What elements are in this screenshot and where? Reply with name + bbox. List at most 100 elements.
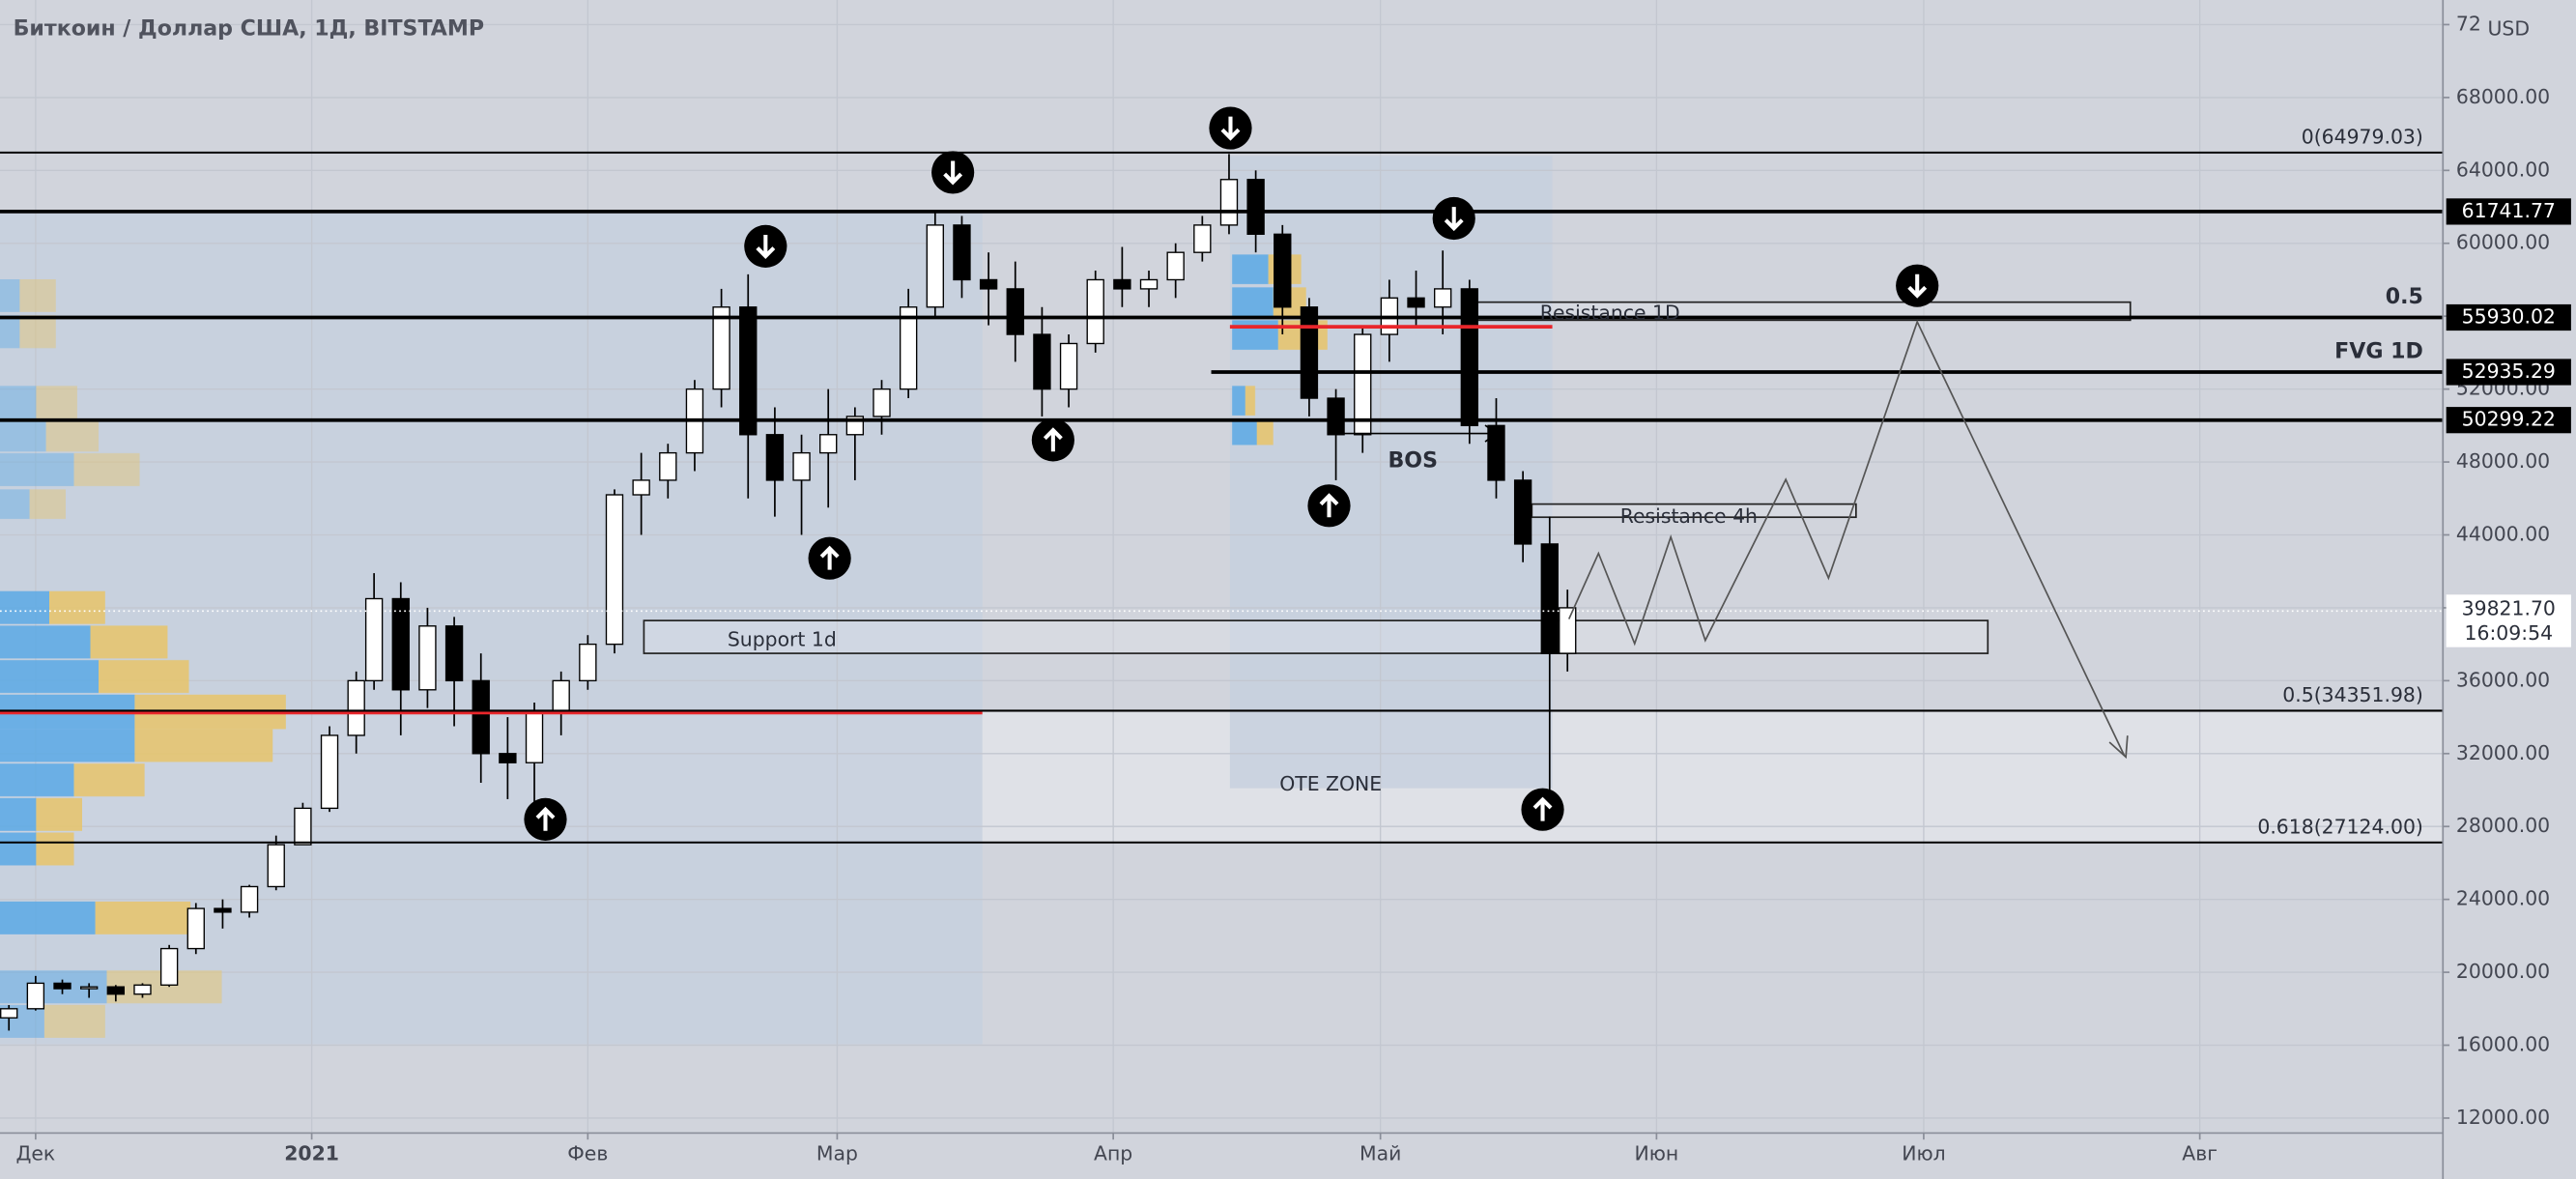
y-tick-label: 20000.00 <box>2456 960 2550 983</box>
pivot-arrow <box>1907 273 1928 299</box>
candle-body <box>953 224 971 281</box>
pivot-arrow <box>756 234 776 259</box>
candle-body <box>1354 333 1372 436</box>
candle-body <box>1407 297 1425 308</box>
candle-body <box>499 753 517 763</box>
candle-body <box>1300 306 1319 399</box>
candle-body <box>632 479 650 496</box>
price-tag <box>2446 303 2571 331</box>
price-tag <box>2446 407 2571 434</box>
zone-label: Resistance 1D <box>1540 302 1680 325</box>
candle-body <box>0 1008 18 1019</box>
pivot-arrow <box>1220 116 1241 141</box>
last-price-label: 39821.70 <box>2462 597 2556 620</box>
x-tick-label: Июл <box>1902 1142 1945 1165</box>
candle-body <box>444 625 464 682</box>
candle-body <box>53 982 72 990</box>
price-tag <box>2446 359 2571 386</box>
pivot-arrow <box>819 545 840 570</box>
pivot-arrow <box>1319 493 1339 518</box>
candle-body <box>659 451 677 481</box>
candle-body <box>873 388 891 417</box>
price-tag-label: 61741.77 <box>2462 199 2556 222</box>
time-axis <box>0 1133 2444 1179</box>
x-tick-label: Мар <box>816 1142 858 1165</box>
level-note: FVG 1D <box>2334 339 2423 364</box>
pivot-arrow <box>1043 427 1063 452</box>
pivot-arrow <box>943 160 963 186</box>
candle-body <box>1559 607 1577 654</box>
x-tick-label: Апр <box>1094 1142 1132 1165</box>
zone <box>1531 503 1857 519</box>
y-tick-label: 16000.00 <box>2456 1033 2550 1056</box>
y-tick-label: 48000.00 <box>2456 449 2550 473</box>
zone <box>643 619 1989 654</box>
candle-body <box>1487 424 1505 481</box>
candle-body <box>364 597 384 682</box>
y-tick-label: 28000.00 <box>2456 814 2550 837</box>
candle-body <box>133 984 152 995</box>
candle-body <box>1460 288 1479 427</box>
candle-body <box>579 643 597 682</box>
candle-body <box>106 986 126 995</box>
candle-body <box>240 885 259 913</box>
level-note: 0.5 <box>2386 284 2423 309</box>
candle-body <box>1327 397 1345 436</box>
x-tick-label: Май <box>1360 1142 1401 1165</box>
level-label: 0(64979.03) <box>2302 126 2423 149</box>
y-tick-label: 72 <box>2456 12 2481 35</box>
candle-body <box>1540 543 1559 654</box>
candle-body <box>391 597 410 691</box>
candle-body <box>1113 278 1131 290</box>
plot-over: 0(64979.03) 0.5 FVG 1D 0.5(34351.98) 0.618(2… <box>0 126 2444 1031</box>
price-tag <box>2446 198 2571 225</box>
candle-body <box>1006 288 1024 335</box>
candle-body <box>418 625 437 691</box>
last-price-tag <box>2446 594 2571 647</box>
y-tick-label: 44000.00 <box>2456 522 2550 545</box>
y-tick-label: 32000.00 <box>2456 741 2550 764</box>
ote-label: OTE ZONE <box>1279 772 1382 795</box>
level-label: 0.618(27124.00) <box>2257 815 2423 838</box>
y-tick-label: 68000.00 <box>2456 85 2550 108</box>
x-tick-label: 2021 <box>284 1142 339 1165</box>
candle-body <box>525 712 544 763</box>
candle-body <box>1166 251 1185 281</box>
candle-body <box>267 844 285 888</box>
candle-body <box>926 224 944 308</box>
pivot-arrow <box>1532 796 1553 821</box>
y-tick-label: 64000.00 <box>2456 158 2550 181</box>
pivot-arrow <box>535 806 556 831</box>
x-tick-label: Июн <box>1635 1142 1679 1165</box>
candle-body <box>1139 278 1159 290</box>
bos-arrowhead <box>1484 424 1499 443</box>
candle-body <box>712 306 730 390</box>
candle-body <box>792 451 811 481</box>
candle-body <box>347 679 365 736</box>
zone-label: Resistance 4h <box>1620 504 1758 528</box>
currency: USD <box>2488 17 2531 41</box>
candle-body <box>1274 233 1292 308</box>
candle-body <box>294 807 312 846</box>
x-tick-label: Дек <box>15 1142 55 1165</box>
candle-body <box>1434 288 1452 308</box>
candle-body <box>739 306 758 436</box>
y-tick-label: 36000.00 <box>2456 668 2550 691</box>
candle-body <box>765 434 785 481</box>
x-tick-label: Авг <box>2182 1142 2218 1165</box>
candle-body <box>1246 179 1265 236</box>
candle-body <box>79 986 99 990</box>
candle-body <box>979 278 998 290</box>
pivot-arrow <box>1444 207 1464 232</box>
projection-path <box>1567 319 2126 756</box>
candle-body <box>1513 479 1532 545</box>
plot-under <box>0 0 2444 1134</box>
countdown-label: 16:09:54 <box>2465 621 2554 645</box>
price-tag-label: 50299.22 <box>2462 408 2556 431</box>
y-tick-label: 24000.00 <box>2456 887 2550 910</box>
x-tick-label: Фев <box>567 1142 608 1165</box>
candle-body <box>1059 342 1078 390</box>
candle-body <box>1033 333 1051 390</box>
